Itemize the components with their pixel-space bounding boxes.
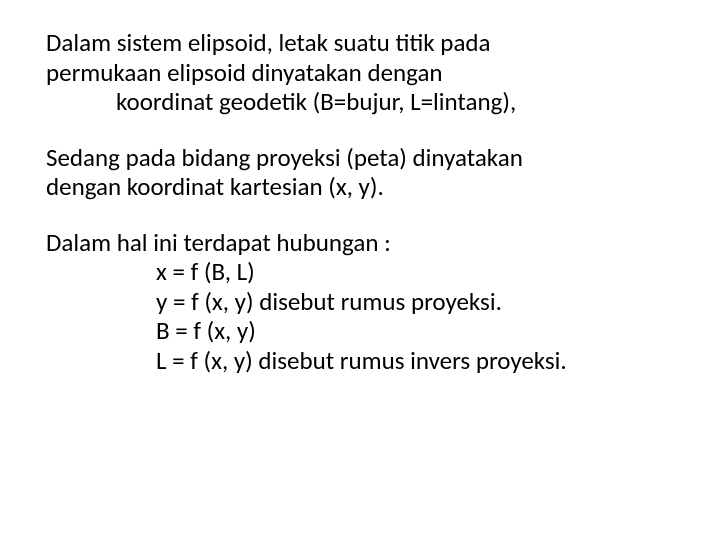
p2-line2: dengan koordinat kartesian (x, y).	[46, 172, 674, 202]
paragraph-3: Dalam hal ini terdapat hubungan : x = f …	[46, 228, 674, 376]
equation-L: L = f (x, y) disebut rumus invers proyek…	[46, 346, 674, 376]
paragraph-1: Dalam sistem elipsoid, letak suatu titik…	[46, 28, 674, 117]
paragraph-2: Sedang pada bidang proyeksi (peta) dinya…	[46, 143, 674, 202]
p1-line1: Dalam sistem elipsoid, letak suatu titik…	[46, 28, 674, 58]
p1-line2: permukaan elipsoid dinyatakan dengan	[46, 58, 674, 88]
p1-line3: koordinat geodetik (B=bujur, L=lintang),	[46, 87, 674, 117]
p2-line1: Sedang pada bidang proyeksi (peta) dinya…	[46, 143, 674, 173]
equation-y: y = f (x, y) disebut rumus proyeksi.	[46, 287, 674, 317]
slide-body: Dalam sistem elipsoid, letak suatu titik…	[0, 0, 720, 540]
equation-x: x = f (B, L)	[46, 257, 674, 287]
equation-B: B = f (x, y)	[46, 316, 674, 346]
p3-intro: Dalam hal ini terdapat hubungan :	[46, 228, 674, 258]
